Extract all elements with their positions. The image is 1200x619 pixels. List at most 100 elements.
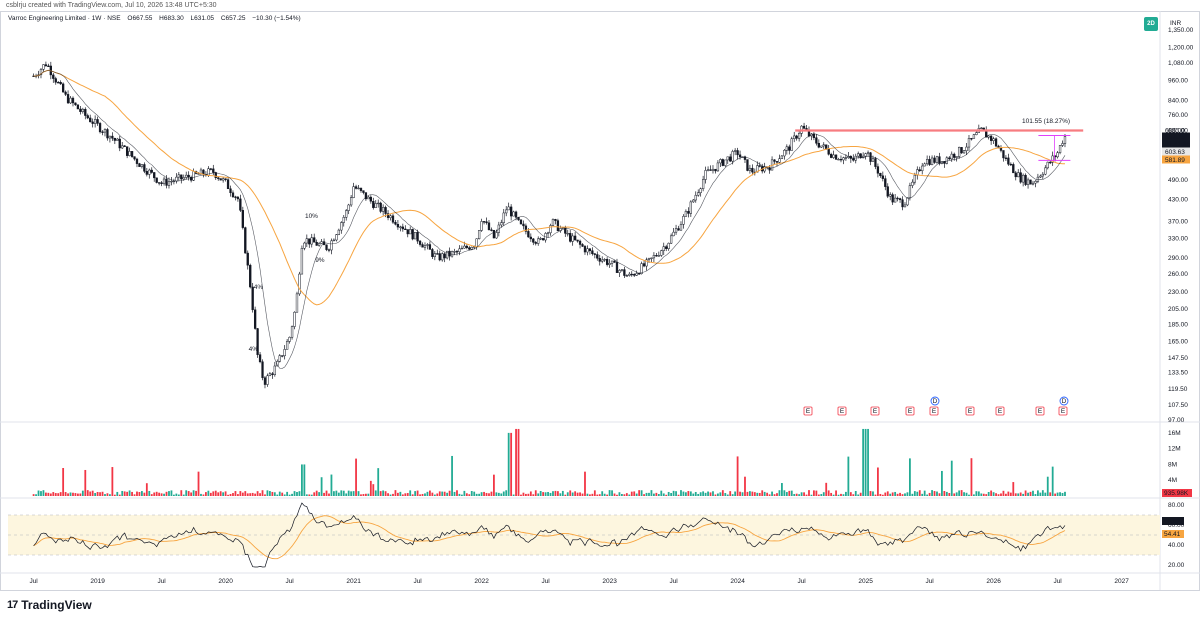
volume-bar [963,492,965,496]
volume-bar [731,494,734,496]
candle [165,178,168,186]
candle [128,151,131,156]
candle [992,138,995,141]
volume-bar [948,493,951,496]
candle [610,260,614,264]
candle [1014,172,1017,178]
price-label-bg [1162,155,1190,164]
candle [212,168,215,173]
volume-bar [510,432,513,496]
candle [842,157,845,161]
volume-bar [104,494,106,496]
volume-bar [707,491,709,496]
candle [244,227,247,254]
measure-label: 101.55 (18.27%) [1022,118,1070,125]
candle [857,153,860,157]
candle [620,269,624,271]
volume-bar [832,494,835,496]
volume-bar [753,492,756,496]
volume-bar [345,493,348,496]
candle [1061,143,1064,146]
earnings-marker[interactable] [995,406,1005,416]
volume-bar [195,490,197,496]
volume-bar [891,492,894,496]
volume-bar [207,490,210,496]
candle [921,165,924,172]
moving-average-fast-line [33,69,1066,369]
candle [714,168,717,172]
candle [694,194,697,201]
candle [733,150,737,152]
volume-bar [256,491,259,496]
volume-bar [379,491,382,496]
candle [221,178,225,181]
candle [426,244,429,246]
earnings-marker[interactable] [803,406,813,416]
volume-bar [254,493,257,496]
volume-bar [451,455,453,496]
dividend-marker[interactable] [930,396,940,406]
volume-bar [741,492,744,496]
symbol-title[interactable]: Varroc Engineering Limited · 1W · NSE [8,15,121,22]
volume-bar [276,494,279,496]
volume-bar [291,493,293,496]
chart-mode-button[interactable]: 2D [1144,17,1158,31]
volume-bar [1034,494,1037,496]
candle [487,222,491,231]
volume-bar [1064,491,1066,496]
candle [313,237,316,243]
dividend-marker[interactable] [1059,396,1069,406]
earnings-marker[interactable] [929,406,939,416]
earnings-marker[interactable] [965,406,975,416]
candle [288,336,291,342]
volume-bar [965,492,968,496]
price-tick-label: 840.00 [1168,97,1188,104]
candle [386,213,390,218]
candle [308,238,311,245]
earnings-marker[interactable] [870,406,880,416]
volume-bar [99,492,101,496]
volume-bar [630,491,633,496]
candle [160,182,163,184]
earnings-marker[interactable] [1058,406,1068,416]
volume-bar [894,491,897,496]
candle [628,273,631,276]
candle [598,258,601,262]
earnings-marker[interactable] [905,406,915,416]
candle [778,158,781,163]
volume-bar [896,493,899,496]
volume-bar [667,491,670,496]
volume-bar [864,428,867,496]
time-tick-label: 2020 [218,578,233,585]
candle [256,328,259,355]
candle [889,194,892,197]
volume-bar [163,493,165,496]
volume-bar [909,458,911,496]
tradingview-logo[interactable]: 17 TradingView [7,598,92,612]
candle [332,239,336,242]
candle [199,169,203,175]
volume-bar [170,490,173,496]
volume-bar [505,490,508,496]
candle [349,197,353,206]
candle [625,275,628,277]
candle [98,123,102,133]
candle [608,263,611,265]
candle [372,201,375,208]
candle [327,249,331,251]
earnings-marker[interactable] [1035,406,1045,416]
volume-bar [387,493,389,496]
earnings-marker[interactable] [837,406,847,416]
volume-bar [1032,490,1034,496]
candle [832,154,835,158]
volume-bar [419,494,421,496]
volume-bar [463,490,466,496]
volume-bar [217,492,220,496]
currency-label[interactable]: INR [1170,20,1182,27]
volume-bar [744,476,746,496]
volume-bar [694,491,697,496]
candle [967,138,971,148]
volume-bar [374,490,377,496]
candle [463,245,466,249]
